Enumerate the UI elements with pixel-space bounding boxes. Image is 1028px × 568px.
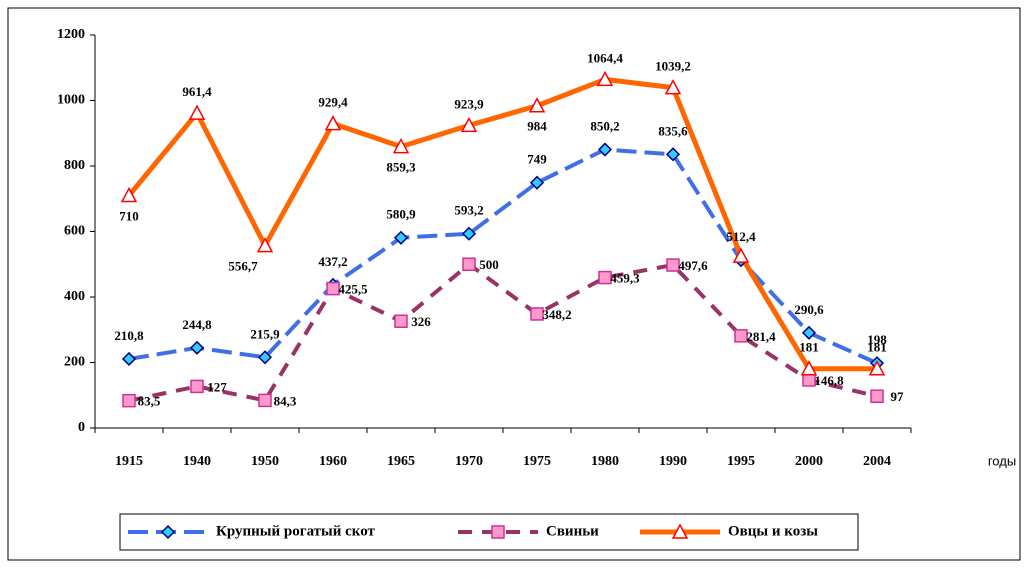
x-tick-label: 1950	[251, 454, 279, 469]
data-label: 1039,2	[655, 59, 691, 74]
point-marker	[393, 230, 409, 245]
data-label: 835,6	[658, 123, 688, 138]
point-marker	[598, 270, 612, 285]
point-marker	[734, 329, 748, 343]
point-marker	[528, 97, 546, 113]
point-marker	[868, 360, 886, 376]
point-marker	[121, 351, 137, 367]
data-label: 961,4	[182, 84, 212, 99]
point-marker	[665, 147, 681, 162]
y-tick-label: 600	[64, 224, 85, 239]
point-marker	[530, 307, 544, 321]
x-tick-label: 1965	[387, 454, 415, 469]
data-label: 97	[891, 389, 905, 404]
data-label: 215,9	[250, 326, 280, 341]
y-tick-label: 400	[64, 289, 85, 304]
point-marker	[800, 360, 818, 376]
x-tick-label: 1980	[591, 454, 619, 469]
point-marker	[326, 281, 340, 296]
legend-label: Свиньи	[546, 523, 599, 539]
point-marker	[324, 115, 342, 131]
data-label: 500	[479, 257, 499, 272]
data-label: 83,5	[138, 394, 161, 409]
point-marker	[394, 314, 408, 328]
point-marker	[160, 524, 176, 540]
point-marker	[122, 393, 136, 408]
data-label: 198	[867, 332, 887, 347]
y-tick-label: 0	[78, 420, 85, 435]
chart-border	[7, 7, 1021, 561]
point-marker	[189, 340, 205, 355]
point-marker	[671, 523, 689, 539]
x-tick-label: 2004	[863, 454, 891, 469]
y-tick-label: 200	[64, 355, 85, 370]
y-tick-label: 1200	[57, 27, 85, 42]
point-marker	[732, 247, 750, 263]
x-tick-label: 2000	[795, 454, 823, 469]
data-label: 146,8	[814, 373, 844, 388]
point-marker	[801, 325, 817, 340]
x-tick-label: 1960	[319, 454, 347, 469]
data-label: 710	[119, 208, 139, 223]
point-marker	[256, 237, 274, 253]
point-marker	[870, 389, 884, 403]
data-label: 437,2	[318, 254, 347, 269]
data-label: 850,2	[590, 119, 619, 134]
x-tick-label: 1995	[727, 454, 755, 469]
y-tick-label: 1000	[57, 93, 85, 108]
x-tick-label: 1970	[455, 454, 483, 469]
x-tick-label: 1990	[659, 454, 687, 469]
point-marker	[664, 79, 682, 95]
data-label: 593,2	[454, 203, 483, 218]
data-label: 459,3	[610, 271, 640, 286]
legend-label: Овцы и козы	[728, 523, 818, 539]
point-marker	[491, 525, 505, 539]
data-label: 497,6	[678, 258, 708, 273]
point-marker	[802, 373, 816, 387]
point-marker	[120, 186, 138, 203]
data-label: 425,5	[338, 282, 368, 297]
point-marker	[257, 350, 273, 365]
point-marker	[460, 116, 478, 133]
data-label: 749	[527, 152, 547, 167]
data-label: 281,4	[746, 329, 776, 344]
y-tick-label: 800	[64, 158, 85, 173]
point-marker	[258, 393, 272, 408]
data-label: 929,4	[318, 95, 348, 110]
x-tick-label: 1940	[183, 454, 211, 469]
point-marker	[666, 258, 680, 272]
data-label: 348,2	[542, 307, 571, 322]
point-marker	[188, 104, 206, 120]
data-label: 326	[411, 314, 431, 329]
x-axis-label: годы	[988, 453, 1016, 468]
legend-label: Крупный рогатый скот	[216, 523, 376, 539]
data-label: 127	[207, 379, 227, 394]
x-tick-label: 1975	[523, 454, 551, 469]
data-label: 181	[867, 340, 887, 355]
data-label: 984	[527, 119, 547, 134]
point-marker	[461, 226, 477, 241]
series-line	[127, 76, 877, 372]
data-label: 556,7	[228, 259, 258, 274]
data-label: 1064,4	[587, 50, 623, 65]
data-label: 84,3	[274, 393, 297, 408]
point-marker	[596, 70, 614, 87]
point-marker	[462, 257, 476, 271]
point-marker	[392, 137, 410, 154]
data-label: 580,9	[386, 207, 416, 222]
data-label: 512,4	[726, 229, 756, 244]
data-label: 210,8	[114, 328, 144, 343]
point-marker	[529, 175, 545, 190]
data-label: 244,8	[182, 317, 212, 332]
point-marker	[190, 379, 204, 394]
data-label: 923,9	[454, 96, 484, 111]
point-marker	[597, 142, 613, 157]
data-label: 859,3	[386, 160, 416, 175]
data-label: 290,6	[794, 302, 824, 317]
series-line	[128, 262, 878, 403]
x-tick-label: 1915	[115, 454, 143, 469]
data-label: 181	[799, 340, 819, 355]
